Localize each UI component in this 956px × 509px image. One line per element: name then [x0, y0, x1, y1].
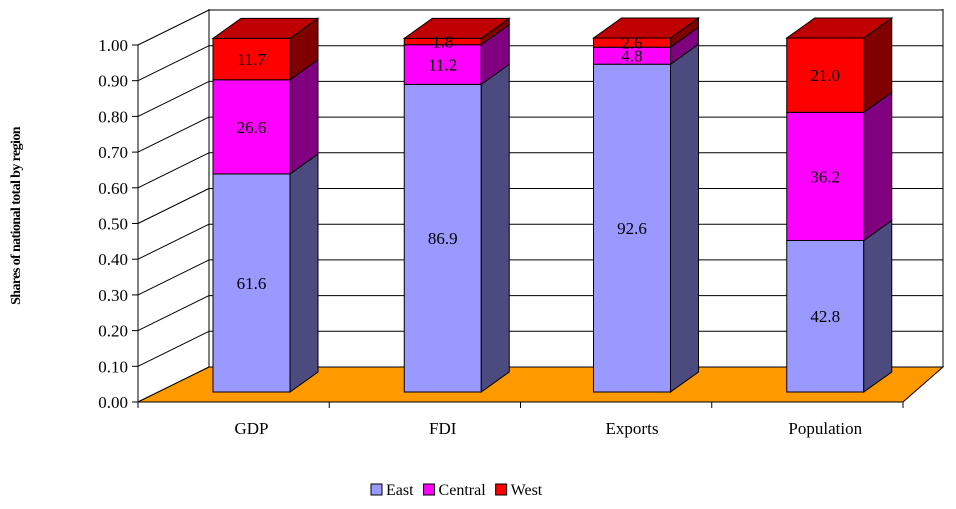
bar-segment-east: [786, 239, 865, 393]
bar-top-west: [591, 17, 701, 39]
bar-segment-west: [786, 37, 865, 113]
gridline-diagonal: [137, 80, 210, 117]
legend-label-east: East: [386, 482, 414, 499]
gridline-diagonal: [137, 223, 210, 260]
gridline-diagonal: [137, 259, 210, 296]
y-tick-label: 0.70: [98, 143, 128, 162]
y-tick-label: 0.00: [98, 393, 128, 412]
y-tick-label: 0.30: [98, 286, 128, 305]
bar-segment-central: [786, 111, 865, 241]
bar-segment-central: [212, 79, 291, 175]
y-tick-label: 1.00: [98, 36, 128, 55]
data-label: 61.6: [237, 274, 267, 293]
bar-side-east: [863, 219, 893, 393]
gridline-diagonal: [137, 116, 210, 153]
data-label: 21.0: [810, 66, 840, 85]
gridline-diagonal: [137, 188, 210, 224]
data-label: 92.6: [617, 219, 647, 238]
legend-swatch-east: [370, 483, 383, 496]
y-tick-label: 0.80: [98, 107, 128, 126]
y-tick-label: 0.90: [98, 72, 128, 91]
bar-top-west: [402, 17, 511, 39]
y-tick-label: 0.50: [98, 215, 128, 234]
y-tick-label: 0.20: [98, 322, 128, 341]
bar-side-east: [289, 152, 319, 393]
bar-side-east: [670, 43, 699, 393]
x-category-label: FDI: [429, 419, 457, 438]
gridline-diagonal: [137, 330, 210, 367]
data-label: 11.7: [237, 50, 267, 69]
gridline-diagonal: [137, 152, 210, 189]
x-category-label: GDP: [234, 419, 268, 438]
data-label: 11.2: [428, 56, 457, 75]
bar-segment-east: [403, 83, 482, 393]
bar-top-west: [211, 17, 320, 39]
data-label: 26.6: [237, 118, 267, 137]
y-tick-label: 0.40: [98, 250, 128, 269]
bar-segment-central: [403, 44, 482, 85]
y-tick-label: 0.10: [98, 357, 128, 376]
x-category-label: Population: [788, 419, 862, 438]
data-label: 86.9: [428, 229, 458, 248]
bar-top-west: [785, 17, 894, 39]
data-label: 1.8: [432, 33, 453, 52]
bar-side-central: [863, 91, 893, 242]
data-label: 42.8: [810, 307, 840, 326]
data-label: 4.8: [621, 47, 642, 66]
y-tick-label: 0.60: [98, 179, 128, 198]
bar-segment-east: [212, 173, 291, 393]
legend-label-central: Central: [439, 482, 487, 499]
legend-swatch-west: [495, 483, 508, 496]
y-axis-title: Shares of national total by region: [9, 126, 24, 305]
legend-swatch-central: [423, 483, 436, 496]
x-category-label: Exports: [606, 419, 659, 438]
data-label: 36.2: [810, 167, 840, 186]
legend-label-west: West: [511, 482, 543, 499]
bar-segment-east: [593, 63, 671, 393]
bar-side-east: [480, 63, 510, 393]
data-label: 2.6: [621, 34, 642, 53]
gridline-diagonal: [137, 9, 210, 46]
gridline-diagonal: [137, 295, 210, 332]
gridline-diagonal: [137, 45, 210, 82]
